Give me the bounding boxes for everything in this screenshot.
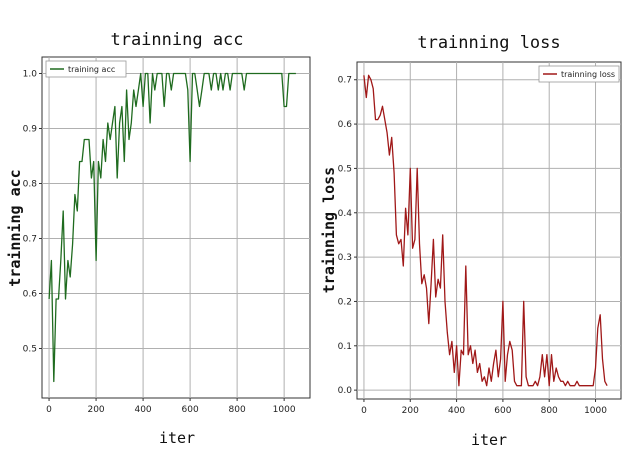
x-tick-label: 600 xyxy=(494,406,511,416)
chart-1: 0 200 400 600 800 1000 0.0 0.1 0.2 0.3 0.4 0.5 0.6 0.… xyxy=(320,33,622,449)
x-tick-label: 1000 xyxy=(273,405,296,415)
y-tick-label: 1.0 xyxy=(23,70,38,80)
legend: trainning loss xyxy=(538,65,620,83)
x-tick-label: 800 xyxy=(541,406,558,416)
x-tick-label: 200 xyxy=(402,406,419,416)
legend-box xyxy=(45,60,127,78)
series-line-0 xyxy=(48,72,296,383)
legend-box xyxy=(538,65,620,83)
y-tick-label: 0.6 xyxy=(338,120,353,130)
x-tick-label: 400 xyxy=(448,406,465,416)
y-tick-label: 0.0 xyxy=(338,386,353,396)
y-tick-label: 0.7 xyxy=(23,235,37,245)
y-tick-label: 0.2 xyxy=(338,297,352,307)
x-tick-label: 1000 xyxy=(584,406,607,416)
x-tick-label: 600 xyxy=(182,405,199,415)
y-tick-label: 0.5 xyxy=(23,345,37,355)
y-tick-label: 0.4 xyxy=(338,209,353,219)
plot-area xyxy=(41,56,311,399)
x-tick-label: 800 xyxy=(229,405,246,415)
y-tick-label: 0.8 xyxy=(23,180,38,190)
y-axis-label: trainning loss xyxy=(320,167,338,293)
x-axis-label: iter xyxy=(471,431,507,449)
x-tick-label: 200 xyxy=(87,405,104,415)
legend-label: trainning loss xyxy=(561,70,615,79)
y-tick-label: 0.5 xyxy=(338,164,352,174)
series-line-0 xyxy=(363,74,608,387)
legend: training acc xyxy=(45,60,127,78)
chart-title: trainning acc xyxy=(110,30,243,50)
y-axis-label: trainning acc xyxy=(6,169,24,286)
chart-0: 0 200 400 600 800 1000 0.5 0.6 0.7 0.8 0.9 1.0 train… xyxy=(6,30,311,447)
x-tick-label: 400 xyxy=(134,405,151,415)
y-tick-label: 0.1 xyxy=(338,342,352,352)
chart-title: trainning loss xyxy=(417,33,560,53)
legend-label: training acc xyxy=(68,65,115,74)
x-tick-label: 0 xyxy=(361,406,367,416)
y-tick-label: 0.3 xyxy=(338,253,352,263)
x-tick-label: 0 xyxy=(46,405,52,415)
plot-area xyxy=(356,61,622,400)
y-tick-label: 0.6 xyxy=(23,290,38,300)
y-tick-label: 0.7 xyxy=(338,76,352,86)
x-axis-label: iter xyxy=(159,429,195,447)
y-tick-label: 0.9 xyxy=(23,125,38,135)
